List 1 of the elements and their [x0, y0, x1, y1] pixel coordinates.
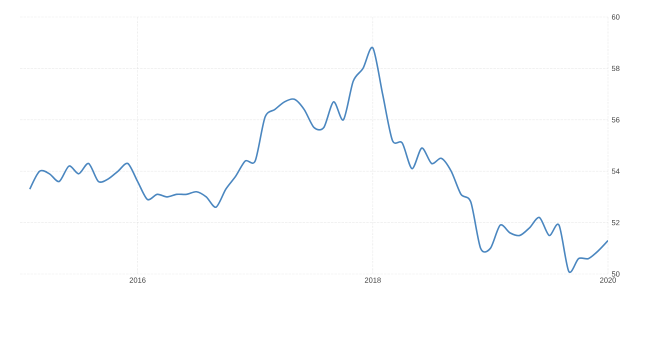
line-series [29, 47, 608, 272]
